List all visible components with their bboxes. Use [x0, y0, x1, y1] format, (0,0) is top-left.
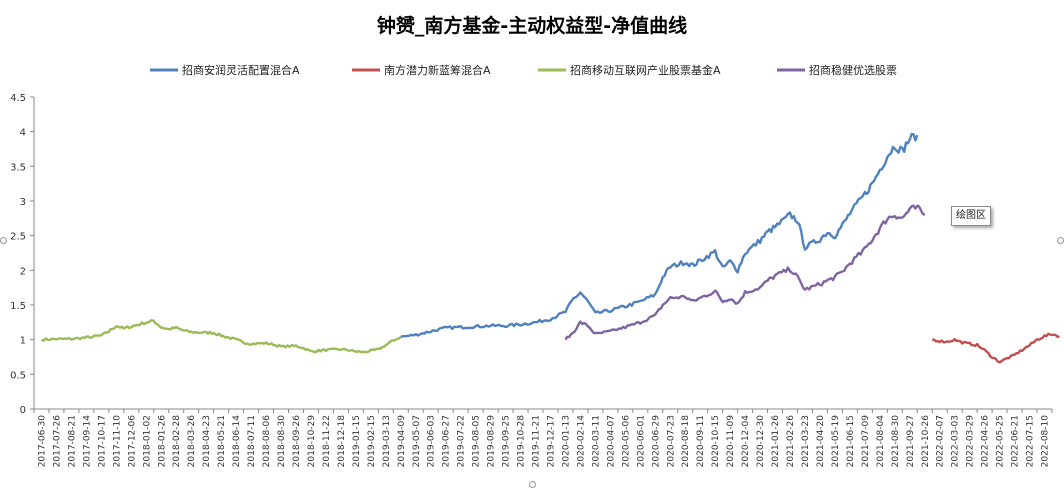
x-tick-label: 2021-08-30 — [891, 415, 901, 468]
x-tick-label: 2018-04-23 — [202, 415, 212, 467]
x-tick-label: 2020-01-13 — [561, 415, 571, 467]
y-tick-label: 3 — [20, 197, 26, 208]
x-tick-label: 2021-09-27 — [906, 415, 916, 467]
y-tick-label: 2 — [20, 266, 26, 277]
x-tick-label: 2018-11-22 — [322, 415, 332, 467]
x-tick-label: 2022-02-07 — [936, 415, 946, 467]
legend-label: 招商移动互联网产业股票基金A — [570, 63, 721, 77]
x-tick-label: 2020-02-14 — [576, 415, 586, 468]
x-tick-label: 2020-11-09 — [726, 415, 736, 468]
x-tick-label: 2021-03-23 — [801, 415, 811, 467]
x-tick-label: 2019-12-17 — [546, 415, 556, 467]
resize-handle-right[interactable] — [1057, 237, 1064, 244]
x-tick-label: 2018-09-26 — [292, 415, 302, 468]
x-tick-label: 2017-08-21 — [67, 415, 77, 467]
x-tick-label: 2018-02-28 — [172, 415, 182, 468]
x-tick-label: 2017-10-17 — [97, 415, 107, 467]
x-tick-label: 2019-09-25 — [502, 415, 512, 467]
x-tick-label: 2018-10-29 — [307, 415, 317, 468]
x-tick-label: 2018-07-11 — [247, 415, 257, 467]
x-tick-label: 2018-08-06 — [262, 415, 272, 468]
x-tick-label: 2021-01-26 — [771, 415, 781, 468]
y-tick-label: 3.5 — [10, 162, 26, 173]
x-tick-label: 2021-06-15 — [846, 415, 856, 467]
x-tick-label: 2022-06-21 — [1011, 415, 1021, 467]
x-tick-label: 2020-12-04 — [741, 415, 751, 468]
series-line — [932, 332, 1060, 364]
x-tick-label: 2022-05-25 — [996, 415, 1006, 467]
y-tick-label: 1 — [20, 336, 26, 347]
x-tick-label: 2020-04-07 — [606, 415, 616, 467]
series-line — [400, 132, 919, 339]
x-tick-label: 2018-06-14 — [232, 415, 242, 468]
x-tick-label: 2022-03-29 — [966, 415, 976, 468]
x-tick-label: 2018-05-21 — [217, 415, 227, 467]
series-line — [564, 204, 926, 341]
legend-label: 南方潜力新蓝筹混合A — [384, 63, 491, 77]
resize-handle-bottom[interactable] — [529, 481, 536, 488]
axes: 0 0.5 1 1.5 2 2.5 3 3.5 4 4.5 2017-06-30 2017-07-26… — [10, 93, 1053, 468]
x-tick-label: 2017-12-06 — [127, 415, 137, 468]
x-tick-label: 2020-08-18 — [681, 415, 691, 468]
x-tick-label: 2019-03-13 — [382, 415, 392, 467]
y-tick-label: 4 — [20, 128, 26, 139]
plot-area-tooltip: 绘图区 — [951, 206, 991, 226]
x-tick-label: 2021-05-19 — [831, 415, 841, 468]
x-tick-label: 2022-07-15 — [1026, 415, 1036, 467]
x-tick-label: 2020-10-15 — [711, 415, 721, 467]
x-tick-label: 2019-04-09 — [397, 415, 407, 468]
x-tick-label: 2017-09-14 — [82, 415, 92, 468]
x-tick-label: 2019-06-27 — [442, 415, 452, 467]
x-tick-label: 2018-12-18 — [337, 415, 347, 468]
x-tick-label: 2017-11-10 — [112, 415, 122, 468]
x-tick-label: 2019-02-15 — [367, 415, 377, 467]
x-tick-label: 2020-03-11 — [591, 415, 601, 467]
x-tick-label: 2017-06-30 — [37, 415, 47, 468]
x-tick-label: 2018-03-26 — [187, 415, 197, 468]
x-tick-label: 2019-05-07 — [412, 415, 422, 467]
series-line — [40, 318, 402, 354]
y-tick-label: 0.5 — [10, 370, 26, 381]
y-tick-label: 4.5 — [10, 93, 26, 104]
x-tick-label: 2020-07-23 — [666, 415, 676, 467]
x-tick-label: 2022-04-26 — [981, 415, 991, 468]
x-tick-label: 2020-12-30 — [756, 415, 766, 468]
x-tick-label: 2019-11-21 — [532, 415, 542, 467]
x-tick-label: 2021-04-20 — [816, 415, 826, 468]
plot-area — [40, 132, 1060, 364]
legend-label: 招商稳健优选股票 — [809, 63, 897, 77]
x-tick-label: 2018-08-30 — [277, 415, 287, 468]
x-tick-label: 2018-01-26 — [157, 415, 167, 468]
x-tick-label: 2021-02-26 — [786, 415, 796, 468]
x-tick-label: 2017-07-26 — [52, 415, 62, 468]
x-tick-label: 2021-08-04 — [876, 415, 886, 468]
x-tick-label: 2020-09-11 — [696, 415, 706, 467]
x-tick-label: 2019-01-15 — [352, 415, 362, 467]
chart-title: 钟赟_南方基金-主动权益型-净值曲线 — [377, 14, 687, 37]
x-tick-label: 2019-08-29 — [487, 415, 497, 468]
legend-label: 招商安润灵活配置混合A — [182, 63, 300, 77]
y-tick-label: 2.5 — [10, 232, 26, 243]
x-tick-label: 2019-10-28 — [517, 415, 527, 468]
x-tick-label: 2019-06-03 — [427, 415, 437, 467]
x-tick-label: 2018-01-02 — [142, 415, 152, 467]
legend: 招商安润灵活配置混合A 南方潜力新蓝筹混合A 招商移动互联网产业股票基金A 招商稳健优… — [150, 63, 897, 77]
x-tick-label: 2019-07-22 — [457, 415, 467, 467]
y-tick-label: 0 — [20, 405, 26, 416]
y-tick-label: 1.5 — [10, 301, 26, 312]
x-tick-label: 2021-07-09 — [861, 415, 871, 468]
x-tick-label: 2020-06-01 — [636, 415, 646, 467]
x-tick-label: 2020-05-06 — [621, 415, 631, 468]
x-tick-label: 2020-06-29 — [651, 415, 661, 468]
resize-handle-left[interactable] — [0, 237, 7, 244]
x-tick-label: 2021-10-26 — [921, 415, 931, 468]
x-tick-label: 2019-08-05 — [472, 415, 482, 467]
x-tick-label: 2022-03-03 — [951, 415, 961, 467]
x-tick-label: 2022-08-10 — [1041, 415, 1051, 468]
